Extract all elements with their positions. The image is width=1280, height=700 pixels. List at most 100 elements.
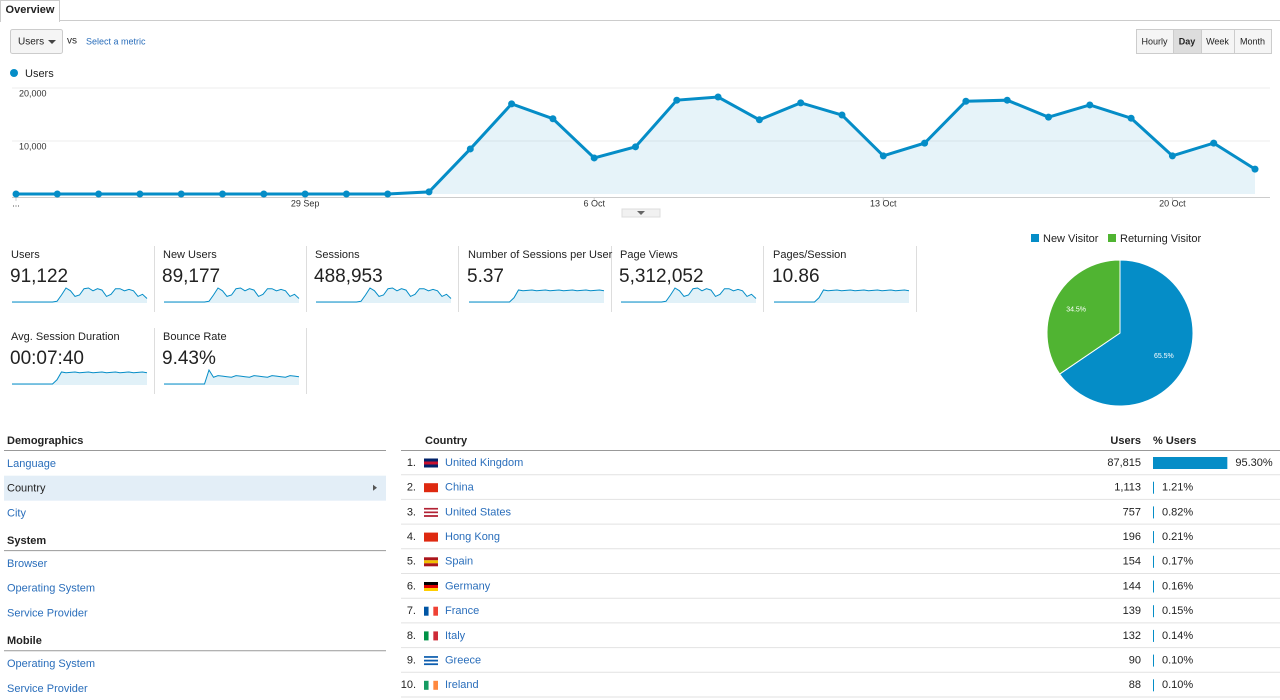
metric-value: 91,122: [10, 266, 68, 287]
rank: 5.: [407, 556, 416, 568]
metric-label: New Users: [163, 249, 217, 261]
nav-item[interactable]: Browser: [7, 558, 48, 570]
flag-stripe: [424, 659, 438, 662]
flag-stripe: [424, 560, 438, 564]
share-bar: [1153, 629, 1154, 642]
share-bar: [1153, 654, 1154, 667]
metric-dropdown[interactable]: [10, 29, 63, 54]
metric-label[interactable]: Users: [18, 37, 44, 48]
flag-stripe: [424, 563, 438, 567]
legend-label: Users: [25, 68, 54, 80]
x-tick-label: 29 Sep: [291, 198, 320, 208]
metric-value: 89,177: [162, 266, 220, 287]
point: [1168, 152, 1176, 160]
nav-heading: System: [7, 535, 46, 547]
point: [53, 190, 61, 198]
rank: 1.: [407, 457, 416, 469]
point: [549, 115, 557, 123]
sparkline: [12, 287, 148, 303]
legend-label: New Visitor: [1043, 233, 1099, 245]
country-name[interactable]: Greece: [445, 655, 481, 667]
share-bar: [1153, 605, 1154, 618]
sparkline-area: [774, 289, 909, 303]
users-count: 90: [1129, 655, 1141, 667]
flag-stripe: [424, 461, 438, 465]
metric-label: Pages/Session: [773, 249, 846, 261]
point: [95, 190, 103, 198]
point: [508, 100, 516, 108]
sparkline-area: [469, 289, 604, 303]
country-name[interactable]: Spain: [445, 556, 473, 568]
flag-stripe: [433, 606, 438, 616]
flag-stripe: [424, 513, 438, 516]
select-metric-link[interactable]: Select a metric: [86, 36, 146, 46]
x-tick-label: 6 Oct: [583, 198, 605, 208]
share-label: 0.15%: [1162, 605, 1193, 617]
granularity-label[interactable]: Month: [1240, 36, 1265, 46]
flag-stripe: [424, 656, 438, 658]
sparkline: [774, 289, 910, 303]
rank: 4.: [407, 531, 416, 543]
flag-stripe: [424, 464, 438, 468]
country-name[interactable]: Italy: [445, 630, 466, 642]
users-count: 1,113: [1114, 482, 1141, 494]
granularity-button[interactable]: [1201, 29, 1235, 54]
granularity-label[interactable]: Week: [1206, 36, 1229, 46]
nav-item[interactable]: Service Provider: [7, 607, 88, 619]
users-count: 154: [1123, 556, 1141, 568]
flag-stripe: [433, 680, 438, 690]
granularity-label[interactable]: Hourly: [1141, 36, 1168, 46]
flag-stripe: [424, 582, 438, 585]
country-name[interactable]: France: [445, 605, 479, 617]
point: [1210, 139, 1218, 147]
tab-label[interactable]: Overview: [6, 4, 55, 16]
share-bar: [1153, 531, 1154, 544]
pie-label: 65.5%: [1154, 353, 1174, 360]
point: [1127, 114, 1135, 122]
rank: 8.: [407, 630, 416, 642]
share-label: 0.82%: [1162, 506, 1193, 518]
country-name[interactable]: China: [445, 482, 475, 494]
share-bar: [1153, 679, 1154, 692]
rank: 10.: [401, 679, 416, 691]
country-name[interactable]: Germany: [445, 580, 491, 592]
flag-stripe: [424, 680, 429, 690]
metric-label: Users: [11, 249, 40, 261]
point: [632, 143, 639, 151]
share-label: 95.30%: [1235, 457, 1273, 469]
flag-stripe: [424, 557, 438, 561]
share-label: 0.16%: [1162, 580, 1193, 592]
country-name[interactable]: Hong Kong: [445, 531, 500, 543]
dropdown-arrow: [48, 40, 56, 44]
point: [425, 188, 433, 196]
metric-label: Bounce Rate: [163, 331, 227, 343]
users-count: 757: [1123, 506, 1141, 518]
country-name[interactable]: Ireland: [445, 679, 479, 691]
share-label: 0.10%: [1162, 679, 1193, 691]
country-name[interactable]: United Kingdom: [445, 457, 523, 469]
collapse-arrow: [637, 211, 645, 215]
flag-stripe: [428, 606, 434, 616]
point: [921, 139, 929, 147]
sparkline-area: [12, 371, 147, 385]
granularity-button[interactable]: [1173, 29, 1202, 54]
point: [838, 111, 846, 119]
x-tick-label: 20 Oct: [1159, 198, 1186, 208]
point: [755, 116, 763, 124]
nav-item[interactable]: Language: [7, 458, 56, 470]
nav-item[interactable]: Operating System: [7, 658, 95, 670]
granularity-button[interactable]: [1234, 29, 1272, 54]
country-name[interactable]: United States: [445, 506, 512, 518]
point: [260, 190, 268, 198]
granularity-label[interactable]: Day: [1179, 36, 1196, 46]
nav-item[interactable]: City: [7, 507, 26, 519]
rank: 7.: [407, 605, 416, 617]
flag-stripe: [424, 588, 438, 591]
metric-value: 5.37: [467, 266, 504, 287]
nav-item[interactable]: Operating System: [7, 583, 95, 595]
nav-item[interactable]: Service Provider: [7, 683, 88, 695]
share-label: 0.14%: [1162, 630, 1193, 642]
nav-item[interactable]: Country: [7, 483, 46, 495]
flag-stripe: [424, 532, 438, 542]
